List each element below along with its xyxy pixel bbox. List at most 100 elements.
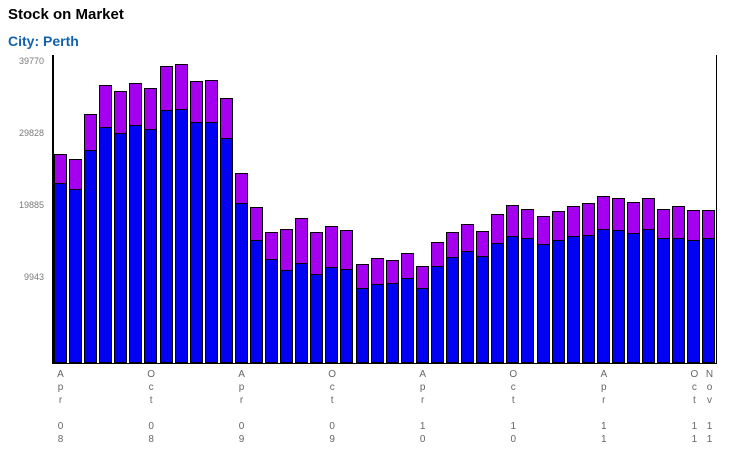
bar-segment-blue[interactable] xyxy=(235,203,247,362)
bar-segment-purple[interactable] xyxy=(567,206,579,237)
bar-segment-blue[interactable] xyxy=(401,278,413,362)
bar-segment-purple[interactable] xyxy=(356,265,368,290)
bar-apr-09[interactable] xyxy=(234,173,248,363)
bar-segment-purple[interactable] xyxy=(612,198,624,232)
bar-mar-11[interactable] xyxy=(581,203,595,363)
bar-segment-blue[interactable] xyxy=(643,229,655,362)
bar-segment-purple[interactable] xyxy=(673,207,685,239)
bar-segment-blue[interactable] xyxy=(371,284,383,362)
bar-segment-purple[interactable] xyxy=(462,225,474,253)
bar-segment-blue[interactable] xyxy=(386,284,398,362)
bar-segment-blue[interactable] xyxy=(130,126,142,362)
bar-segment-purple[interactable] xyxy=(552,211,564,241)
bar-segment-purple[interactable] xyxy=(145,89,157,130)
bar-apr-08[interactable] xyxy=(54,153,67,363)
bar-oct-10[interactable] xyxy=(506,204,520,363)
bar-segment-blue[interactable] xyxy=(673,238,685,362)
bar-segment-blue[interactable] xyxy=(658,239,670,362)
bar-nov-09[interactable] xyxy=(340,230,354,363)
bar-segment-blue[interactable] xyxy=(266,260,278,362)
bar-segment-blue[interactable] xyxy=(326,268,338,362)
bar-segment-purple[interactable] xyxy=(431,242,443,267)
bar-segment-purple[interactable] xyxy=(251,208,263,241)
bar-segment-purple[interactable] xyxy=(205,80,217,124)
bar-jan-11[interactable] xyxy=(551,210,565,363)
bar-segment-purple[interactable] xyxy=(416,267,428,290)
bar-segment-blue[interactable] xyxy=(341,270,353,362)
bar-segment-purple[interactable] xyxy=(220,99,232,140)
bar-segment-purple[interactable] xyxy=(235,174,247,204)
bar-jul-10[interactable] xyxy=(461,224,475,363)
bar-sep-09[interactable] xyxy=(310,232,324,363)
bar-segment-purple[interactable] xyxy=(115,92,127,134)
bar-segment-purple[interactable] xyxy=(55,154,66,185)
bar-dec-10[interactable] xyxy=(536,215,550,363)
bar-segment-purple[interactable] xyxy=(175,64,187,110)
bar-segment-blue[interactable] xyxy=(688,240,700,362)
bar-segment-purple[interactable] xyxy=(703,211,715,240)
bar-segment-blue[interactable] xyxy=(70,189,82,362)
bar-segment-purple[interactable] xyxy=(281,229,293,272)
bar-dec-08[interactable] xyxy=(174,63,188,363)
bar-segment-purple[interactable] xyxy=(447,233,459,258)
bar-segment-purple[interactable] xyxy=(130,83,142,127)
bar-segment-blue[interactable] xyxy=(281,271,293,362)
bar-segment-blue[interactable] xyxy=(567,237,579,362)
bar-segment-blue[interactable] xyxy=(115,133,127,362)
bar-segment-blue[interactable] xyxy=(311,274,323,362)
bar-aug-10[interactable] xyxy=(476,231,490,363)
bar-segment-purple[interactable] xyxy=(266,232,278,261)
bar-dec-09[interactable] xyxy=(355,264,369,363)
bar-mar-10[interactable] xyxy=(400,252,414,363)
bar-segment-purple[interactable] xyxy=(658,209,670,240)
bar-segment-blue[interactable] xyxy=(492,243,504,362)
bar-segment-purple[interactable] xyxy=(386,260,398,285)
bar-segment-blue[interactable] xyxy=(431,266,443,362)
bar-sep-10[interactable] xyxy=(491,213,505,363)
bar-segment-purple[interactable] xyxy=(492,214,504,244)
bar-segment-purple[interactable] xyxy=(477,232,489,258)
bar-segment-blue[interactable] xyxy=(447,258,459,362)
bar-segment-blue[interactable] xyxy=(582,236,594,362)
bar-segment-blue[interactable] xyxy=(205,123,217,362)
bar-sep-11[interactable] xyxy=(672,206,686,363)
bar-segment-purple[interactable] xyxy=(582,204,594,237)
bar-segment-purple[interactable] xyxy=(85,114,97,151)
bar-segment-blue[interactable] xyxy=(416,289,428,362)
bar-segment-purple[interactable] xyxy=(643,198,655,230)
bar-segment-blue[interactable] xyxy=(160,111,172,362)
bar-oct-09[interactable] xyxy=(325,225,339,363)
bar-segment-purple[interactable] xyxy=(326,226,338,269)
bar-nov-10[interactable] xyxy=(521,208,535,363)
bar-jul-09[interactable] xyxy=(280,228,294,363)
bar-feb-09[interactable] xyxy=(204,79,218,363)
bar-segment-purple[interactable] xyxy=(522,209,534,239)
bar-jun-11[interactable] xyxy=(626,202,640,363)
bar-may-08[interactable] xyxy=(69,158,83,363)
bar-segment-purple[interactable] xyxy=(627,203,639,235)
bar-segment-blue[interactable] xyxy=(597,229,609,362)
bar-segment-blue[interactable] xyxy=(296,263,308,362)
bar-segment-blue[interactable] xyxy=(220,139,232,362)
bar-jan-10[interactable] xyxy=(370,257,384,363)
bar-segment-purple[interactable] xyxy=(311,233,323,275)
bar-apr-10[interactable] xyxy=(415,266,429,363)
bar-oct-11[interactable] xyxy=(687,210,701,363)
bar-aug-09[interactable] xyxy=(295,217,309,363)
bar-segment-blue[interactable] xyxy=(85,150,97,362)
bar-segment-purple[interactable] xyxy=(507,205,519,237)
bar-segment-blue[interactable] xyxy=(55,184,66,362)
bar-segment-purple[interactable] xyxy=(597,197,609,230)
bar-feb-10[interactable] xyxy=(385,259,399,363)
bar-segment-blue[interactable] xyxy=(477,257,489,362)
bar-segment-blue[interactable] xyxy=(145,129,157,362)
bar-feb-11[interactable] xyxy=(566,205,580,363)
bar-segment-blue[interactable] xyxy=(612,231,624,362)
bar-apr-11[interactable] xyxy=(596,196,610,363)
bar-aug-11[interactable] xyxy=(657,208,671,363)
bar-segment-blue[interactable] xyxy=(552,240,564,362)
bar-segment-blue[interactable] xyxy=(522,238,534,362)
bar-may-09[interactable] xyxy=(250,207,264,363)
bar-mar-09[interactable] xyxy=(219,98,233,363)
bar-jun-08[interactable] xyxy=(84,113,98,363)
